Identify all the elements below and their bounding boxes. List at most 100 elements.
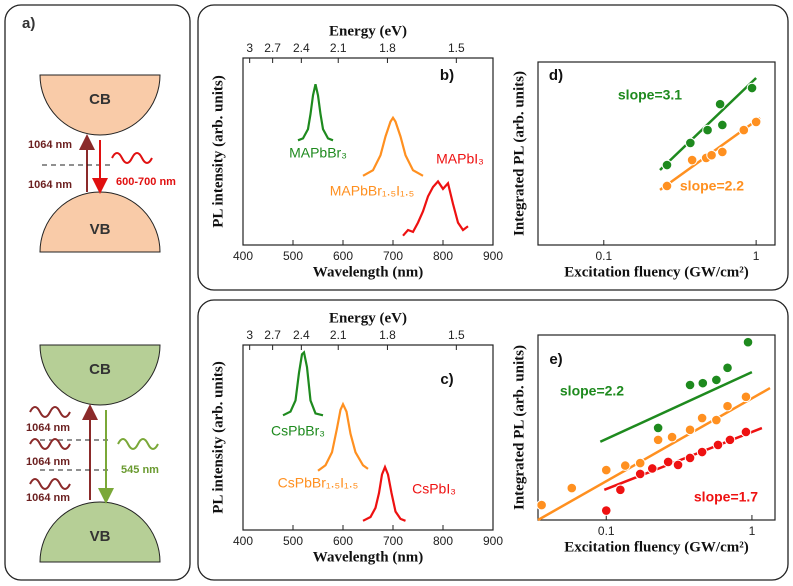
data-point [667, 432, 677, 442]
cb-label: CB [89, 91, 111, 108]
spectrum [363, 467, 406, 521]
x-tick-label: 1 [749, 524, 756, 538]
x2-tick-label: 2.4 [293, 328, 310, 342]
x-tick-label: 0.1 [598, 524, 615, 538]
x2-tick-label: 2.7 [264, 328, 281, 342]
data-point [723, 363, 733, 373]
spectrum [318, 404, 368, 471]
data-point [697, 447, 707, 457]
vb-label: VB [90, 221, 111, 238]
slope-label: slope=3.1 [618, 87, 682, 103]
data-point [741, 427, 751, 437]
data-point [718, 120, 728, 130]
pump-label: 1064 nm [26, 456, 70, 468]
x-axis-label: Wavelength (nm) [313, 549, 423, 565]
x2-tick-label: 3 [246, 41, 253, 55]
cb-label: CB [89, 361, 111, 378]
x2-tick-label: 1.8 [379, 328, 396, 342]
x2-axis-label: Energy (eV) [329, 310, 407, 326]
x-tick-label: 900 [483, 249, 503, 263]
data-point [703, 125, 713, 135]
pump-wave [30, 407, 70, 417]
data-point [685, 380, 695, 390]
data-point [663, 457, 673, 467]
emission-wave [118, 439, 158, 449]
spectrum [298, 84, 333, 140]
x2-tick-label: 2.1 [330, 41, 347, 55]
x-axis-label: Wavelength (nm) [313, 264, 423, 280]
data-point [635, 458, 645, 468]
x-axis-label: Excitation fluency (GW/cm²) [564, 539, 748, 555]
data-point [725, 435, 735, 445]
x2-tick-label: 3 [246, 328, 253, 342]
x-tick-label: 800 [433, 249, 453, 263]
data-point [685, 453, 695, 463]
x-tick-label: 800 [433, 534, 453, 548]
series-label: MAPbI₃ [436, 151, 484, 167]
y-axis-label: PL intensity (arb. units) [210, 75, 226, 228]
x-tick-label: 600 [333, 249, 353, 263]
data-point [673, 460, 683, 470]
data-point [751, 117, 761, 127]
x2-tick-label: 2.4 [293, 41, 310, 55]
pump-label: 1064 nm [28, 139, 72, 151]
pump-wave [30, 479, 70, 489]
data-point [697, 413, 707, 423]
spectrum [283, 352, 323, 415]
slope-label: slope=2.2 [560, 383, 624, 399]
data-point [662, 160, 672, 170]
data-point [718, 147, 728, 157]
x2-tick-label: 1.8 [379, 41, 396, 55]
x2-tick-label: 1.5 [448, 328, 465, 342]
panel-label: d) [549, 67, 563, 84]
data-point [616, 485, 626, 495]
series-label: CsPbBr₃ [271, 423, 325, 439]
emission-wave [112, 153, 152, 163]
x-tick-label: 700 [383, 534, 403, 548]
y-axis-label: PL intensity (arb. units) [210, 361, 226, 514]
pump-label: 1064 nm [28, 179, 72, 191]
diagram-a: a) CB VB 1064 nm 1064 nm 600-700 nm CB V… [22, 15, 176, 562]
data-point [537, 500, 547, 510]
panel-label: b) [440, 67, 454, 84]
data-point [601, 465, 611, 475]
data-point [739, 125, 749, 135]
data-point [743, 337, 753, 347]
x2-tick-label: 2.7 [264, 41, 281, 55]
figure: a) CB VB 1064 nm 1064 nm 600-700 nm CB V… [0, 0, 793, 586]
x-tick-label: 600 [333, 534, 353, 548]
data-point [747, 83, 757, 93]
data-point [741, 392, 751, 402]
data-point [698, 378, 708, 388]
series-label: CsPbBr₁.₅I₁.₅ [278, 475, 359, 491]
data-point [653, 423, 663, 433]
data-point [715, 99, 725, 109]
panel-label: e) [549, 351, 562, 368]
y-axis-label: Integrated PL (arb. units) [511, 345, 527, 510]
x-tick-label: 1 [753, 249, 760, 263]
data-point [685, 425, 695, 435]
x2-tick-label: 2.1 [330, 328, 347, 342]
panel-label: c) [440, 371, 453, 388]
emission-label: 600-700 nm [116, 176, 176, 188]
x-tick-label: 400 [233, 534, 253, 548]
data-point [712, 375, 722, 385]
data-point [712, 415, 722, 425]
y-axis-label: Integrated PL (arb. units) [511, 71, 527, 236]
x-tick-label: 900 [483, 534, 503, 548]
pump-label: 1064 nm [26, 492, 70, 504]
data-point [620, 461, 630, 471]
vb-label: VB [90, 528, 111, 545]
data-point [653, 435, 663, 445]
data-point [707, 150, 717, 160]
spectrum [363, 118, 423, 176]
data-point [567, 483, 577, 493]
series-label: CsPbI₃ [412, 481, 456, 497]
data-point [686, 138, 696, 148]
x-axis-label: Excitation fluency (GW/cm²) [564, 264, 748, 280]
data-point [647, 464, 657, 474]
series-label: MAPbBr₃ [289, 145, 347, 161]
x-tick-label: 0.1 [595, 249, 612, 263]
x-tick-label: 500 [283, 249, 303, 263]
x2-tick-label: 1.5 [448, 41, 465, 55]
